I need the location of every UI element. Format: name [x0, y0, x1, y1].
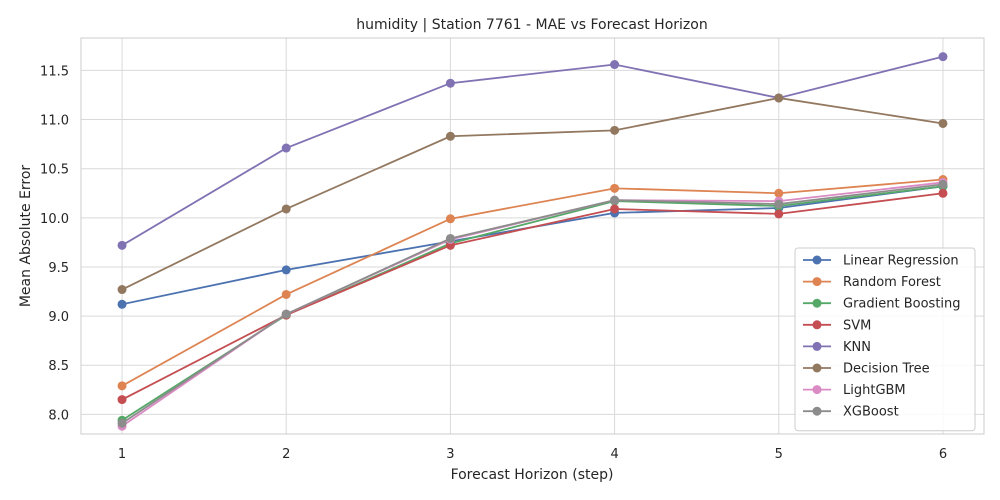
legend-item: Gradient Boosting: [803, 297, 961, 312]
data-point: [938, 118, 948, 128]
data-point: [281, 309, 291, 319]
x-tick-label: 1: [118, 447, 126, 462]
data-point: [774, 93, 784, 103]
x-tick-label: 3: [446, 447, 454, 462]
x-tick-label: 5: [775, 447, 783, 462]
series-xgboost: [117, 179, 948, 428]
x-axis-label: Forecast Horizon (step): [451, 467, 614, 483]
y-tick-label: 9.0: [48, 310, 69, 325]
legend-label: KNN: [843, 340, 871, 355]
series-line: [121, 55, 944, 247]
legend-label: XGBoost: [843, 405, 899, 420]
legend-item: Random Forest: [803, 275, 941, 290]
legend-swatch-marker: [812, 363, 822, 373]
series-line: [121, 192, 944, 401]
legend-label: Linear Regression: [843, 254, 959, 269]
data-point: [281, 143, 291, 153]
x-tick-label: 4: [610, 447, 618, 462]
data-point: [117, 240, 127, 250]
data-point: [281, 204, 291, 214]
data-point: [445, 78, 455, 88]
data-point: [610, 204, 620, 214]
data-point: [445, 214, 455, 224]
y-tick-label: 8.5: [48, 359, 69, 374]
legend: Linear Regression Random Forest Gradient B…: [794, 247, 976, 432]
data-point: [445, 131, 455, 141]
series-layer: [117, 52, 948, 431]
y-axis-label: Mean Absolute Error: [18, 165, 34, 308]
data-point: [610, 60, 620, 70]
data-point: [774, 209, 784, 219]
legend-label: Gradient Boosting: [843, 297, 961, 312]
legend-item: KNN: [803, 340, 871, 355]
legend-swatch-marker: [812, 320, 822, 330]
y-tick-label: 9.5: [48, 261, 69, 276]
y-tick-label: 11.5: [40, 64, 69, 79]
legend-swatch-marker: [812, 341, 822, 351]
data-point: [281, 289, 291, 299]
data-point: [117, 285, 127, 295]
data-point: [117, 381, 127, 391]
y-tick-label: 11.0: [40, 114, 69, 129]
legend-swatch-marker: [812, 385, 822, 395]
x-axis-ticks: 1 2 3 4 5 6: [118, 447, 947, 462]
data-point: [117, 418, 127, 428]
series-line: [121, 183, 944, 424]
data-point: [281, 265, 291, 275]
y-tick-label: 10.0: [40, 212, 69, 227]
data-point: [938, 52, 948, 62]
plot-frame: [80, 37, 985, 435]
series-line: [121, 178, 944, 387]
data-point: [610, 125, 620, 135]
data-point: [774, 199, 784, 209]
legend-item: Decision Tree: [803, 362, 930, 377]
legend-swatch-marker: [812, 406, 822, 416]
data-point: [117, 395, 127, 405]
data-point: [610, 195, 620, 205]
series-line: [121, 97, 944, 291]
data-point: [117, 299, 127, 309]
data-point: [445, 233, 455, 243]
legend-box: [794, 247, 976, 432]
data-point: [938, 179, 948, 189]
legend-swatch-marker: [812, 298, 822, 308]
series-decision-tree: [117, 93, 948, 295]
y-axis-ticks: 8.0 8.5 9.0 9.5 10.0 10.5 11.0 11.5: [40, 64, 69, 423]
data-point: [938, 188, 948, 198]
legend-item: SVM: [803, 318, 871, 333]
legend-item: Linear Regression: [803, 254, 959, 269]
legend-item: XGBoost: [803, 405, 899, 420]
x-tick-label: 6: [939, 447, 947, 462]
legend-label: Random Forest: [843, 275, 941, 290]
x-tick-label: 2: [282, 447, 290, 462]
legend-label: Decision Tree: [843, 362, 930, 377]
series-random-forest: [117, 174, 948, 391]
legend-label: SVM: [843, 318, 871, 333]
data-point: [774, 188, 784, 198]
data-point: [610, 183, 620, 193]
legend-label: LightGBM: [843, 383, 906, 398]
chart-title: humidity | Station 7761 - MAE vs Forecas…: [356, 17, 707, 33]
y-tick-label: 8.0: [48, 408, 69, 423]
legend-swatch-marker: [812, 277, 822, 287]
legend-item: LightGBM: [803, 383, 906, 398]
y-tick-label: 10.5: [40, 163, 69, 178]
legend-swatch-marker: [812, 255, 822, 265]
